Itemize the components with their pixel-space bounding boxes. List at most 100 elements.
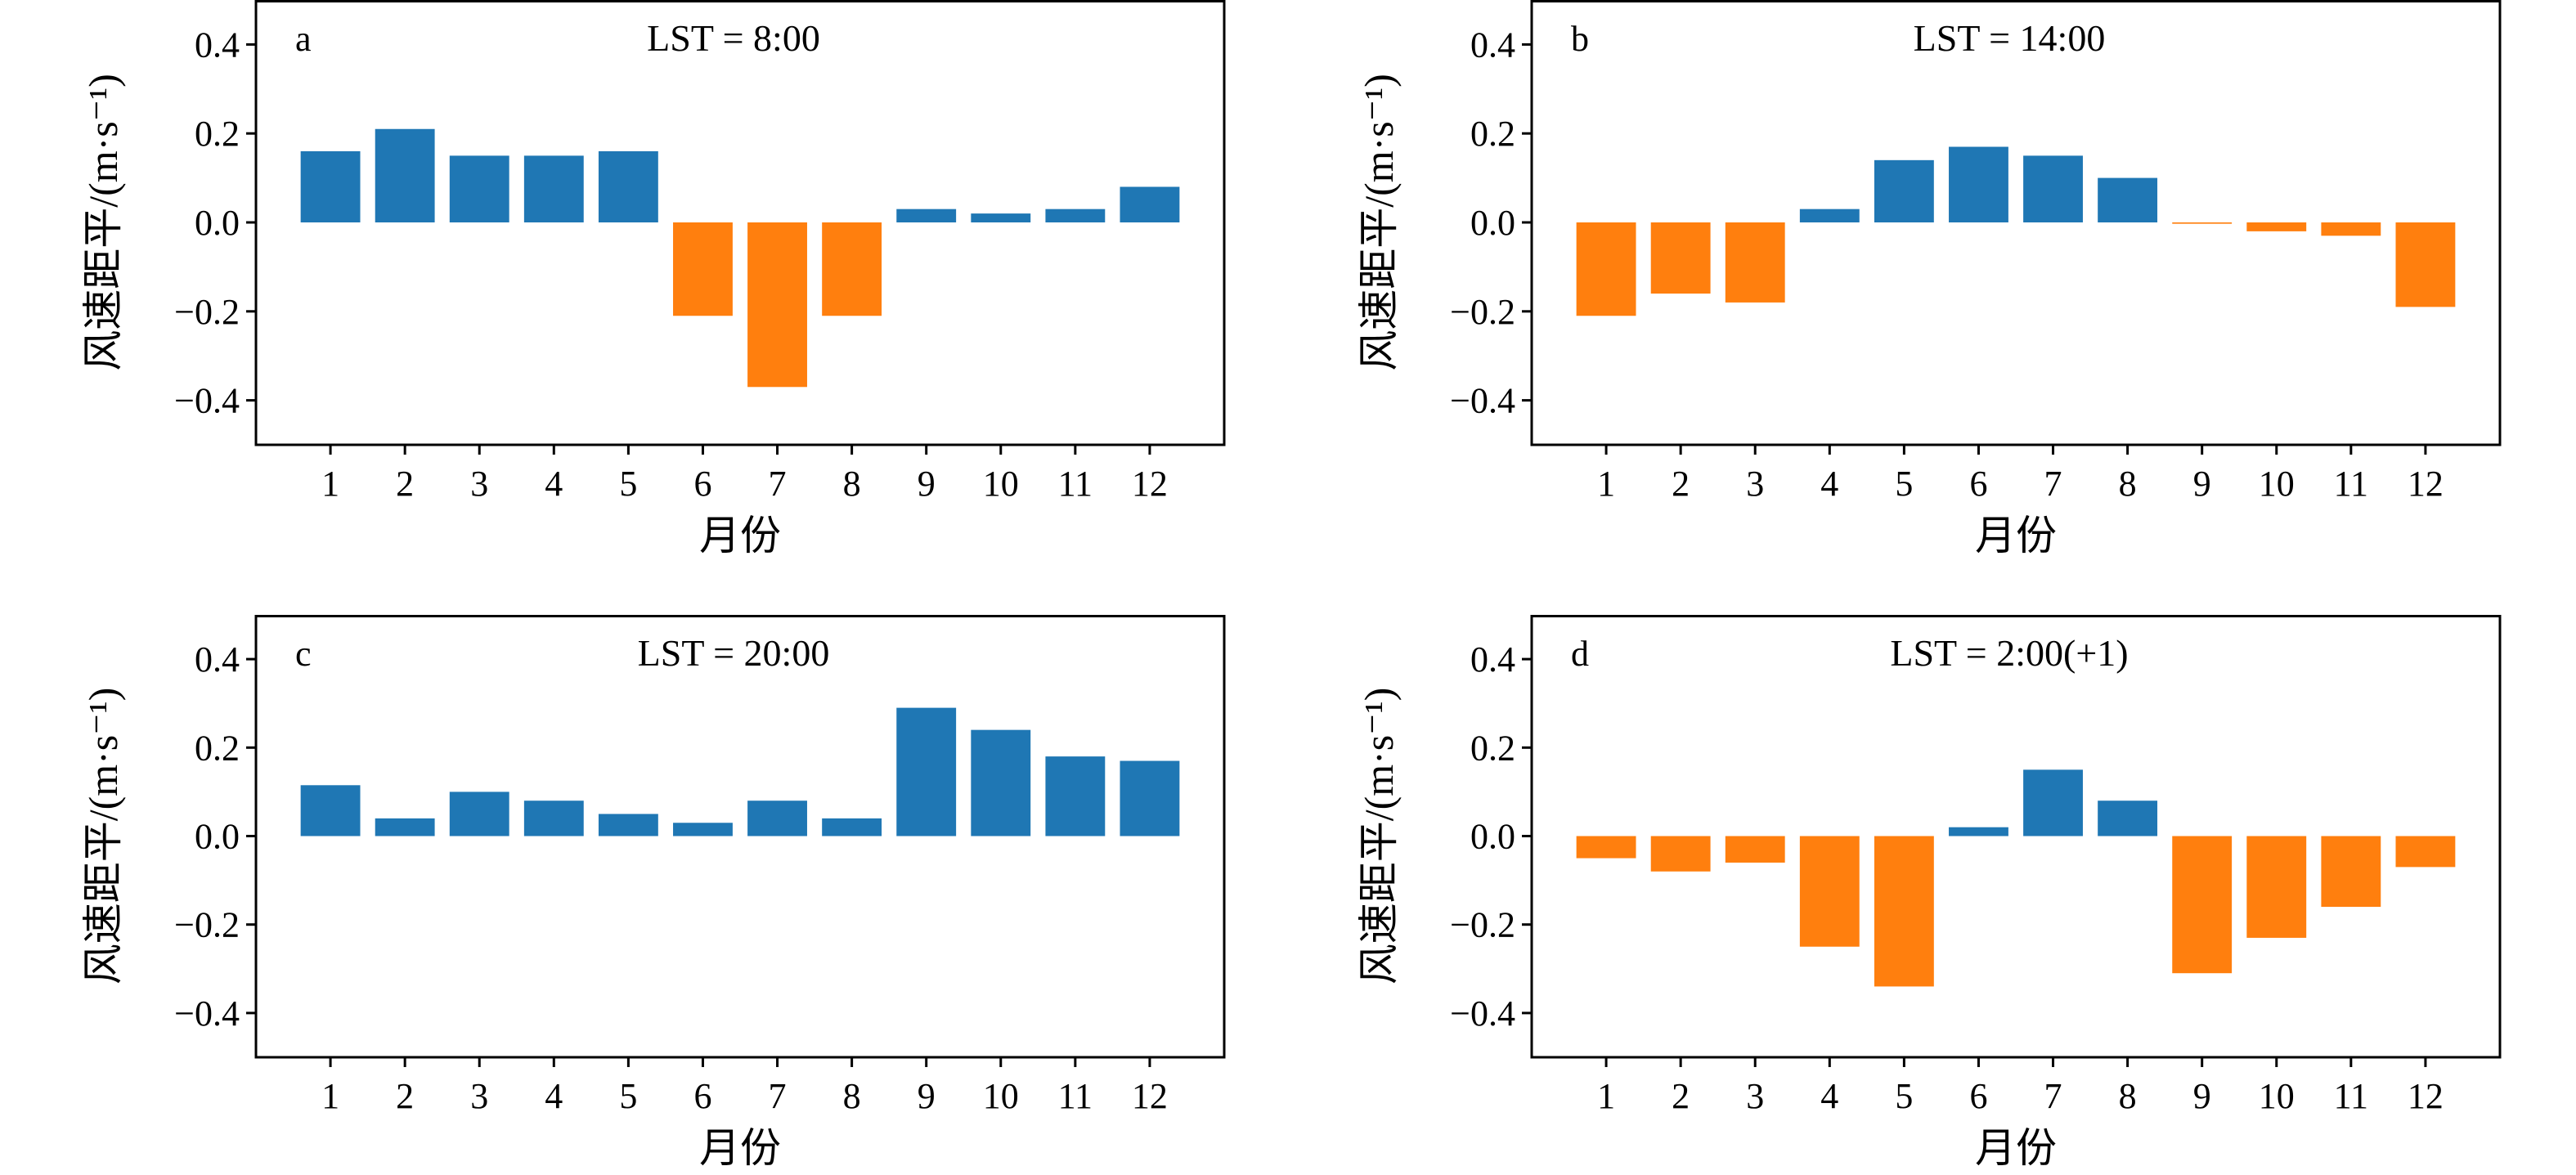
x-tick-label: 5 (1895, 1076, 1913, 1116)
x-tick-label: 11 (1058, 464, 1093, 504)
y-axis-label: 风速距平/(m·s⁻¹) (1356, 74, 1402, 371)
x-tick-label: 4 (1820, 1076, 1838, 1116)
x-tick-label: 1 (1597, 464, 1615, 504)
x-tick-label: 5 (619, 1076, 637, 1116)
x-tick-label: 7 (2044, 1076, 2062, 1116)
bar-7 (2023, 155, 2083, 222)
bar-11 (1045, 209, 1106, 222)
x-tick-label: 9 (918, 464, 936, 504)
x-tick-label: 3 (470, 1076, 488, 1116)
y-tick-label: −0.2 (174, 292, 240, 332)
bar-12 (1120, 760, 1180, 836)
bar-8 (822, 818, 882, 836)
panel-letter: b (1571, 19, 1589, 59)
x-tick-label: 1 (321, 464, 339, 504)
y-tick-label: −0.4 (174, 993, 240, 1034)
bar-12 (1120, 186, 1180, 222)
bar-5 (1874, 836, 1934, 987)
panel-letter: a (295, 19, 312, 59)
bar-10 (971, 729, 1031, 836)
bar-12 (2395, 222, 2456, 307)
x-tick-label: 12 (2408, 464, 2444, 504)
bar-10 (2246, 836, 2307, 938)
y-tick-label: 0.4 (1470, 639, 1515, 679)
x-tick-label: 4 (545, 464, 563, 504)
bar-12 (2395, 836, 2456, 868)
bar-10 (2246, 222, 2307, 231)
panel-c: 0.40.20.0−0.2−0.41 2 3 4 5 6 7 8 9 10 11 12月份风速距平/(… (80, 615, 1226, 1171)
x-tick-label: 8 (843, 464, 861, 504)
bar-5 (598, 814, 658, 836)
x-tick-label: 2 (1672, 1076, 1690, 1116)
x-tick-label: 8 (2119, 1076, 2137, 1116)
panel-letter: c (295, 634, 312, 674)
y-tick-label: −0.4 (1450, 993, 1515, 1034)
bar-4 (523, 155, 584, 222)
panel-a: 0.40.20.0−0.2−0.41 2 3 4 5 6 7 8 9 10 11 12月份风速距平/(… (80, 0, 1226, 558)
x-tick-label: 1 (1597, 1076, 1615, 1116)
x-tick-label: 9 (2193, 464, 2211, 504)
x-tick-label: 3 (470, 464, 488, 504)
x-tick-label: 10 (2259, 464, 2295, 504)
plot-frame (254, 0, 1226, 446)
x-tick-label: 7 (769, 1076, 787, 1116)
x-tick-label: 11 (2334, 464, 2368, 504)
bar-4 (1799, 209, 1860, 222)
x-tick-label: 4 (545, 1076, 563, 1116)
bar-8 (2098, 801, 2158, 836)
bar-11 (2321, 836, 2381, 908)
x-axis-label: 月份 (1975, 513, 2057, 558)
bar-3 (1725, 222, 1785, 303)
x-tick-label: 7 (769, 464, 787, 504)
y-tick-label: 0.2 (1470, 114, 1515, 154)
bar-9 (896, 209, 957, 222)
panel-title: LST = 20:00 (638, 632, 830, 674)
panel-title: LST = 8:00 (647, 17, 820, 59)
panel-title: LST = 2:00(+1) (1890, 632, 2128, 674)
x-tick-label: 6 (693, 1076, 711, 1116)
x-tick-label: 5 (619, 464, 637, 504)
x-tick-label: 12 (1132, 464, 1168, 504)
y-tick-label: −0.4 (174, 381, 240, 421)
y-tick-label: −0.4 (1450, 381, 1515, 421)
bar-6 (1949, 146, 2008, 222)
y-tick-label: −0.2 (1450, 292, 1515, 332)
bar-6 (1949, 827, 2008, 836)
bar-6 (673, 222, 733, 316)
panel-b: 0.40.20.0−0.2−0.41 2 3 4 5 6 7 8 9 10 11 12月份风速距平/(… (1356, 0, 2502, 558)
panel-title: LST = 14:00 (1914, 17, 2106, 59)
bar-1 (300, 150, 361, 222)
x-tick-label: 10 (2259, 1076, 2295, 1116)
plot-frame (254, 615, 1226, 1059)
y-tick-label: 0.2 (1470, 728, 1515, 768)
x-tick-label: 2 (396, 1076, 414, 1116)
y-axis-label: 风速距平/(m·s⁻¹) (80, 688, 126, 985)
y-tick-label: 0.0 (195, 203, 240, 243)
bar-5 (598, 150, 658, 222)
x-tick-label: 12 (2408, 1076, 2444, 1116)
x-tick-label: 9 (918, 1076, 936, 1116)
bar-2 (375, 128, 435, 222)
y-tick-label: 0.0 (1470, 203, 1515, 243)
x-axis-label: 月份 (1975, 1125, 2057, 1171)
bar-3 (449, 792, 509, 836)
panel-d: 0.40.20.0−0.2−0.41 2 3 4 5 6 7 8 9 10 11 12月份风速距平/(… (1356, 615, 2502, 1171)
y-tick-label: 0.4 (195, 639, 240, 679)
bar-10 (971, 213, 1031, 222)
bar-7 (2023, 769, 2083, 836)
y-tick-label: −0.2 (174, 905, 240, 945)
y-tick-label: −0.2 (1450, 905, 1515, 945)
bar-5 (1874, 159, 1934, 222)
x-tick-label: 2 (396, 464, 414, 504)
bar-4 (1799, 836, 1860, 947)
bar-9 (2172, 836, 2233, 974)
y-tick-label: 0.2 (195, 728, 240, 768)
bar-3 (1725, 836, 1785, 863)
bar-11 (1045, 756, 1106, 836)
x-axis-label: 月份 (699, 513, 781, 558)
x-tick-label: 3 (1746, 464, 1764, 504)
x-tick-label: 10 (983, 464, 1019, 504)
y-tick-label: 0.4 (1470, 25, 1515, 65)
bar-4 (523, 801, 584, 836)
bar-7 (747, 801, 807, 836)
